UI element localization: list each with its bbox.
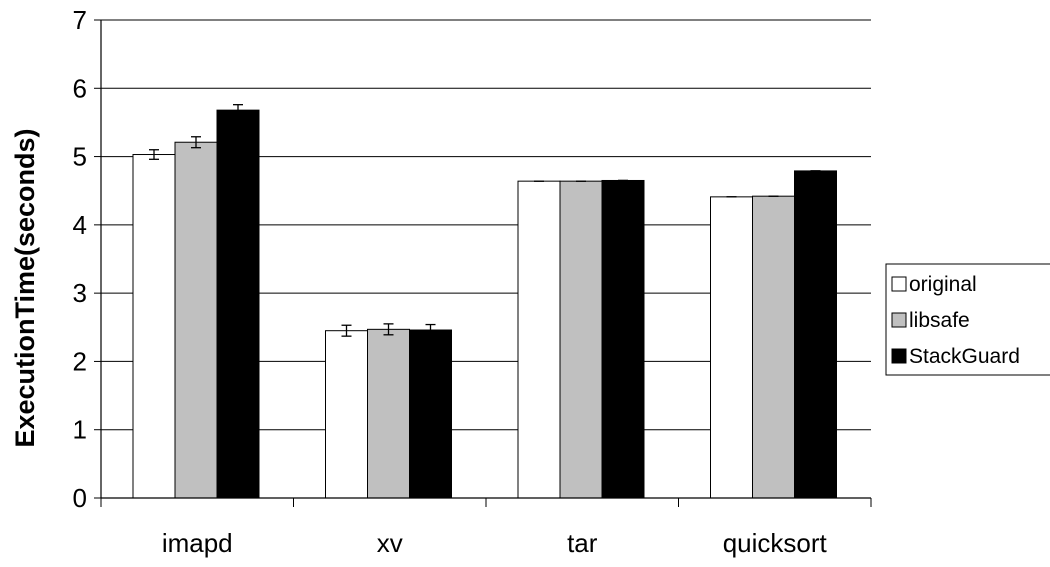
bar-StackGuard-quicksort — [794, 170, 837, 499]
x-tick-label: imapd — [162, 528, 233, 558]
bar-libsafe-tar — [559, 180, 603, 499]
y-tick-label: 3 — [73, 278, 87, 308]
bar-libsafe-imapd — [174, 141, 218, 499]
legend-box — [885, 263, 1050, 376]
x-tick-label: xv — [377, 528, 403, 558]
y-axis-label: ExecutionTime(seconds) — [10, 128, 40, 447]
bar-original-tar — [517, 180, 561, 499]
y-tick-label: 2 — [73, 346, 87, 376]
y-tick-label: 1 — [73, 415, 87, 445]
y-tick-label: 7 — [73, 5, 87, 35]
legend-label-libsafe: libsafe — [909, 309, 970, 332]
legend-label-original: original — [909, 273, 977, 296]
bar-libsafe-xv — [367, 328, 410, 499]
bar-original-xv — [325, 330, 368, 499]
x-tick-label: tar — [567, 528, 598, 558]
legend: original libsafe StackGuard — [885, 263, 1050, 376]
bar-StackGuard-tar — [601, 179, 645, 499]
bar-libsafe-quicksort — [752, 195, 795, 499]
legend-swatch-StackGuard — [891, 348, 907, 364]
legend-label-StackGuard: StackGuard — [909, 345, 1020, 368]
y-tick-label: 0 — [73, 483, 87, 513]
y-tick-label: 6 — [73, 73, 87, 103]
bar-StackGuard-imapd — [216, 109, 260, 499]
x-tick-label: quicksort — [723, 528, 828, 558]
legend-swatch-original — [891, 276, 907, 292]
bar-original-imapd — [132, 154, 176, 499]
axes: 0 1 2 3 4 5 6 7 imapd xv tar quicksort — [73, 5, 872, 558]
bar-StackGuard-xv — [409, 329, 452, 499]
y-tick-label: 4 — [73, 210, 87, 240]
y-tick-label: 5 — [73, 142, 87, 172]
legend-swatch-libsafe — [891, 312, 907, 328]
bar-original-quicksort — [710, 196, 753, 499]
bars — [132, 104, 837, 499]
